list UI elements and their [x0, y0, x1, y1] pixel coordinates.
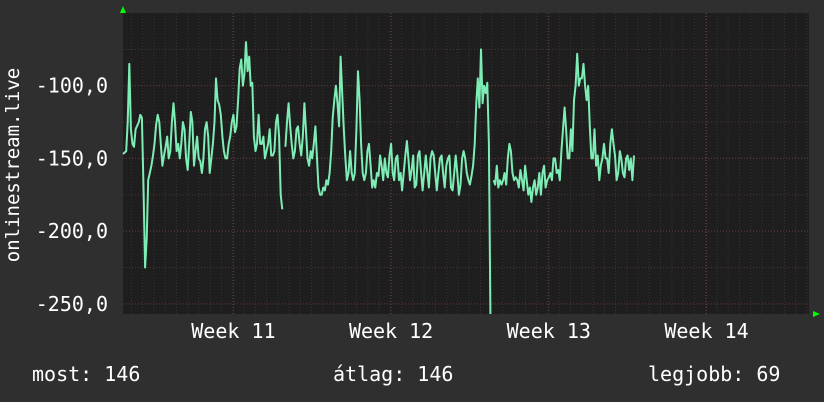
stat-best: legjobb: 69 — [648, 362, 781, 386]
grid-minor-vertical — [130, 13, 808, 314]
series-line — [122, 41, 635, 315]
y-axis-arrow — [120, 6, 126, 13]
grid-vertical — [232, 13, 707, 314]
stat-current: most: 146 — [32, 362, 141, 386]
series-line-segment — [284, 48, 492, 315]
y-axis-label: onlinestream.live — [2, 68, 24, 262]
x-axis-arrow — [813, 311, 820, 317]
y-tick-label: -100,0 — [36, 74, 108, 98]
y-tick-label: -250,0 — [36, 292, 108, 316]
x-tick-label: Week 14 — [664, 319, 748, 343]
y-tick-label: -200,0 — [36, 219, 108, 243]
series-line-segment — [122, 41, 284, 269]
series-line-segment — [492, 52, 635, 203]
y-tick-label: -150,0 — [36, 146, 108, 170]
x-tick-label: Week 12 — [349, 319, 433, 343]
y-axis-ticks: -100,0 -150,0 -200,0 -250,0 — [36, 74, 108, 316]
x-axis-ticks: Week 11 Week 12 Week 13 Week 14 — [191, 319, 748, 343]
x-tick-label: Week 13 — [507, 319, 591, 343]
stat-average: átlag: 146 — [333, 362, 454, 386]
x-tick-label: Week 11 — [191, 319, 275, 343]
